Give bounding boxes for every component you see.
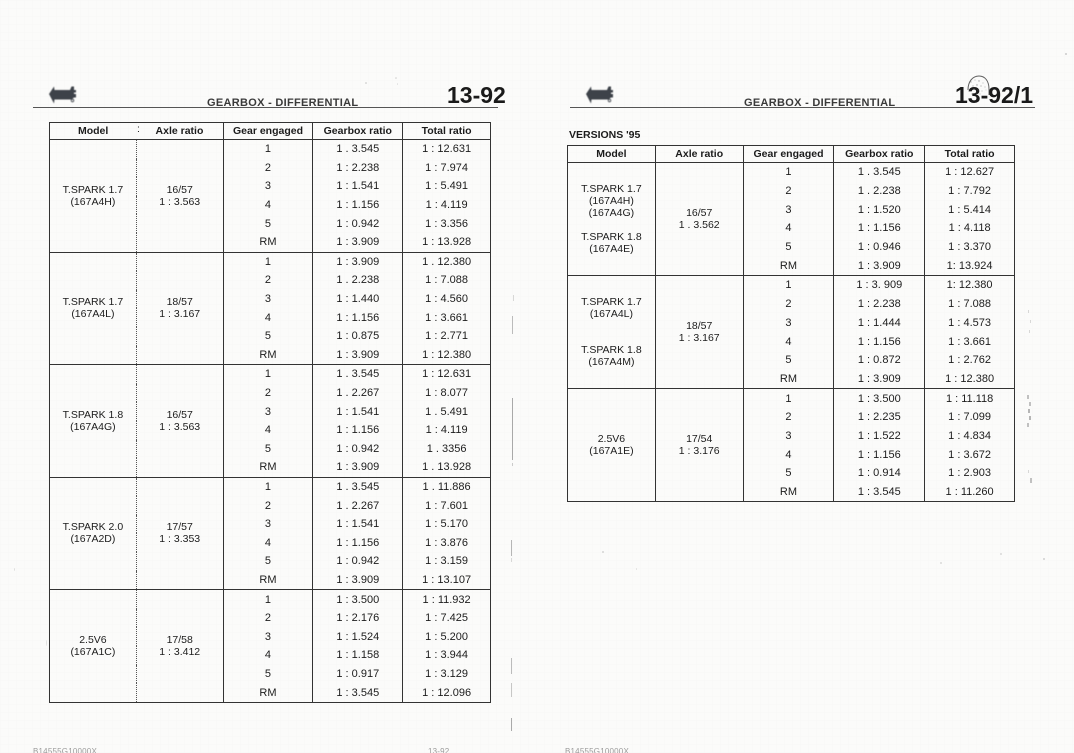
svg-text:’: ’	[397, 84, 398, 90]
